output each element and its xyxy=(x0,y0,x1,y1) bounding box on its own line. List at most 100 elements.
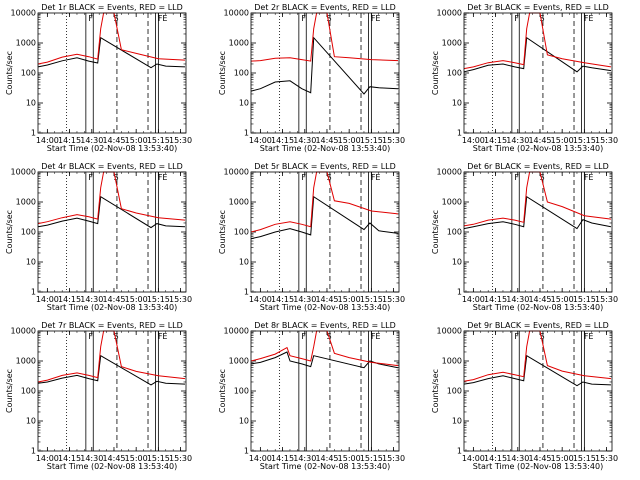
y-tick-label: 1 xyxy=(244,288,249,297)
x-tick-label: 15:15 xyxy=(147,295,170,304)
plot-frame xyxy=(463,171,613,293)
x-tick-label: 15:30 xyxy=(169,454,192,463)
panel-det-4: Det 4r BLACK = Events, RED = LLD Counts/s… xyxy=(5,162,192,312)
plot-frame xyxy=(463,12,613,134)
x-tick-label: 14:15 xyxy=(484,454,507,463)
y-axis-label: Counts/sec xyxy=(431,51,440,95)
x-tick-label: 14:45 xyxy=(102,295,125,304)
marker-label: S xyxy=(539,173,544,182)
y-tick-label: 100 xyxy=(447,387,462,396)
y-axis-label: Counts/sec xyxy=(431,210,440,254)
series-events-line xyxy=(463,354,612,387)
plot-frame xyxy=(37,330,187,452)
x-tick-label: 15:15 xyxy=(360,136,383,145)
y-tick-label: 10000 xyxy=(437,327,462,336)
x-tick-label: 14:45 xyxy=(528,295,551,304)
marker-label: E xyxy=(162,332,167,341)
y-axis-label: Counts/sec xyxy=(5,369,14,413)
x-axis-label: Start Time (02-Nov-08 13:53:40) xyxy=(47,303,177,312)
marker-label: F xyxy=(514,332,519,341)
marker-label: E xyxy=(588,173,593,182)
x-tick-label: 15:15 xyxy=(147,454,170,463)
marker-label: F xyxy=(584,14,589,23)
marker-label: F xyxy=(88,173,93,182)
series-events-line xyxy=(250,36,399,95)
marker-label: S xyxy=(326,173,331,182)
y-tick-label: 10000 xyxy=(11,9,36,18)
x-tick-label: 14:15 xyxy=(484,295,507,304)
y-tick-label: 1000 xyxy=(16,39,36,48)
x-tick-label: 15:00 xyxy=(551,454,574,463)
x-tick-label: 14:00 xyxy=(36,295,59,304)
panel-det-7: Det 7r BLACK = Events, RED = LLD Counts/s… xyxy=(5,321,192,471)
marker-label: F xyxy=(88,14,93,23)
panel-det-8: Det 8r BLACK = Events, RED = LLD Counts/s… xyxy=(218,321,405,471)
x-tick-label: 15:00 xyxy=(125,136,148,145)
marker-label: F xyxy=(301,14,306,23)
marker-label: S xyxy=(113,14,118,23)
y-tick-label: 10 xyxy=(26,258,36,267)
marker-label: F xyxy=(584,332,589,341)
plot-frame xyxy=(250,330,400,452)
x-tick-label: 15:30 xyxy=(595,136,618,145)
x-tick-label: 14:30 xyxy=(80,136,103,145)
x-tick-label: 14:30 xyxy=(506,454,529,463)
panel-title: Det 7r BLACK = Events, RED = LLD xyxy=(41,321,183,330)
x-tick-label: 15:00 xyxy=(551,295,574,304)
y-tick-label: 1000 xyxy=(229,39,249,48)
x-tick-label: 14:45 xyxy=(528,136,551,145)
x-tick-label: 14:30 xyxy=(293,136,316,145)
plot-frame xyxy=(37,12,187,134)
y-tick-label: 1000 xyxy=(229,357,249,366)
y-tick-label: 1 xyxy=(31,129,36,138)
marker-label: F xyxy=(371,173,376,182)
y-tick-label: 10000 xyxy=(437,9,462,18)
x-tick-label: 15:00 xyxy=(338,136,361,145)
x-tick-label: 15:00 xyxy=(338,295,361,304)
x-axis-label: Start Time (02-Nov-08 13:53:40) xyxy=(260,303,390,312)
y-tick-label: 1 xyxy=(457,447,462,456)
y-axis-label: Counts/sec xyxy=(218,51,227,95)
y-tick-label: 1 xyxy=(244,129,249,138)
x-tick-label: 14:15 xyxy=(58,454,81,463)
y-tick-label: 10 xyxy=(239,99,249,108)
y-tick-label: 1000 xyxy=(229,198,249,207)
y-tick-label: 100 xyxy=(234,228,249,237)
panel-title: Det 4r BLACK = Events, RED = LLD xyxy=(41,162,183,171)
x-tick-label: 14:00 xyxy=(36,136,59,145)
x-tick-label: 14:15 xyxy=(271,295,294,304)
x-axis-label: Start Time (02-Nov-08 13:53:40) xyxy=(473,303,603,312)
series-events-line xyxy=(37,36,186,69)
marker-label: F xyxy=(301,332,306,341)
y-tick-label: 10000 xyxy=(437,168,462,177)
marker-label: F xyxy=(584,173,589,182)
y-tick-label: 100 xyxy=(234,387,249,396)
x-tick-label: 15:30 xyxy=(382,454,405,463)
y-tick-label: 10 xyxy=(239,258,249,267)
y-tick-label: 10000 xyxy=(224,168,249,177)
x-tick-label: 14:00 xyxy=(249,136,272,145)
marker-label: F xyxy=(88,332,93,341)
series-events-line xyxy=(37,354,186,386)
x-tick-label: 14:00 xyxy=(249,295,272,304)
x-tick-label: 14:15 xyxy=(484,136,507,145)
marker-label: F xyxy=(158,14,163,23)
series-lld-line xyxy=(250,12,399,62)
marker-label: S xyxy=(113,332,118,341)
x-tick-label: 14:45 xyxy=(102,454,125,463)
plot-frame xyxy=(37,171,187,293)
x-tick-label: 14:45 xyxy=(102,136,125,145)
marker-label: F xyxy=(371,332,376,341)
panel-det-9: Det 9r BLACK = Events, RED = LLD Counts/s… xyxy=(431,321,618,471)
x-axis-label: Start Time (02-Nov-08 13:53:40) xyxy=(260,144,390,153)
y-tick-label: 10000 xyxy=(11,327,36,336)
y-tick-label: 10 xyxy=(26,417,36,426)
panel-det-1: Det 1r BLACK = Events, RED = LLD Counts/s… xyxy=(5,3,192,153)
x-tick-label: 14:30 xyxy=(80,295,103,304)
series-lld-line xyxy=(37,330,186,383)
marker-label: E xyxy=(375,332,380,341)
plot-frame xyxy=(250,12,400,134)
y-tick-label: 100 xyxy=(447,228,462,237)
y-tick-label: 1 xyxy=(457,129,462,138)
